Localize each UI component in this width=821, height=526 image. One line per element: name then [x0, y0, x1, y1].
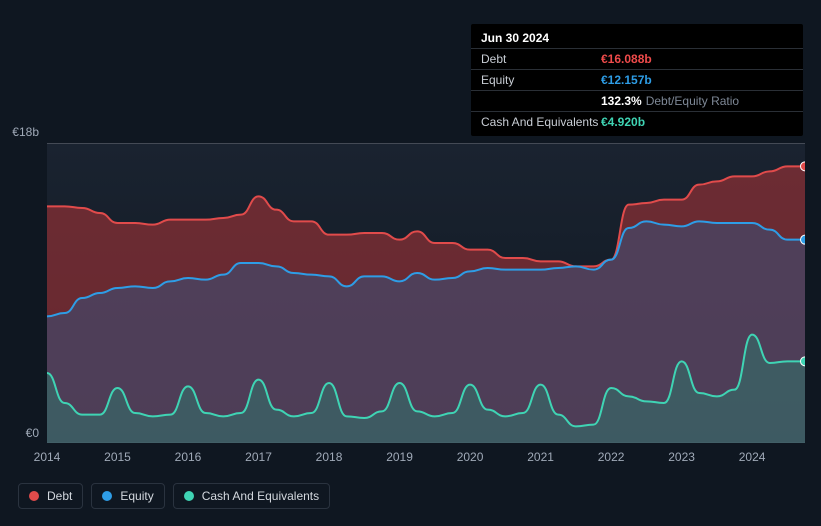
- legend-dot-icon: [29, 491, 39, 501]
- chart-svg: [47, 143, 805, 443]
- chart-plot-area[interactable]: [47, 143, 805, 443]
- x-tick: 2021: [527, 450, 554, 464]
- end-dot-equity: [801, 235, 806, 244]
- tooltip-row: Equity€12.157b: [471, 70, 803, 91]
- x-tick: 2023: [668, 450, 695, 464]
- x-tick: 2022: [598, 450, 625, 464]
- tooltip-row: Debt€16.088b: [471, 49, 803, 70]
- legend-dot-icon: [184, 491, 194, 501]
- x-tick: 2024: [739, 450, 766, 464]
- tooltip-row: 132.3%Debt/Equity Ratio: [471, 91, 803, 112]
- y-tick-min: €0: [26, 426, 39, 440]
- y-tick-max: €18b: [12, 125, 39, 139]
- legend-item-cash-and-equivalents[interactable]: Cash And Equivalents: [173, 483, 330, 509]
- x-tick: 2019: [386, 450, 413, 464]
- tooltip-date: Jun 30 2024: [481, 31, 549, 45]
- x-tick: 2017: [245, 450, 272, 464]
- x-tick: 2015: [104, 450, 131, 464]
- x-tick: 2020: [457, 450, 484, 464]
- x-tick: 2016: [175, 450, 202, 464]
- tooltip-row: Cash And Equivalents€4.920b: [471, 112, 803, 132]
- chart-tooltip: Jun 30 2024 Debt€16.088bEquity€12.157b13…: [471, 24, 803, 136]
- x-axis: 2014201520162017201820192020202120222023…: [47, 450, 805, 468]
- end-dot-debt: [801, 162, 806, 171]
- legend-dot-icon: [102, 491, 112, 501]
- legend-label: Equity: [120, 489, 153, 503]
- legend-label: Cash And Equivalents: [202, 489, 319, 503]
- legend-label: Debt: [47, 489, 72, 503]
- legend-item-debt[interactable]: Debt: [18, 483, 83, 509]
- legend: Debt Equity Cash And Equivalents: [18, 483, 330, 509]
- end-dot-cash-and-equivalents: [801, 357, 806, 366]
- x-tick: 2014: [34, 450, 61, 464]
- legend-item-equity[interactable]: Equity: [91, 483, 164, 509]
- x-tick: 2018: [316, 450, 343, 464]
